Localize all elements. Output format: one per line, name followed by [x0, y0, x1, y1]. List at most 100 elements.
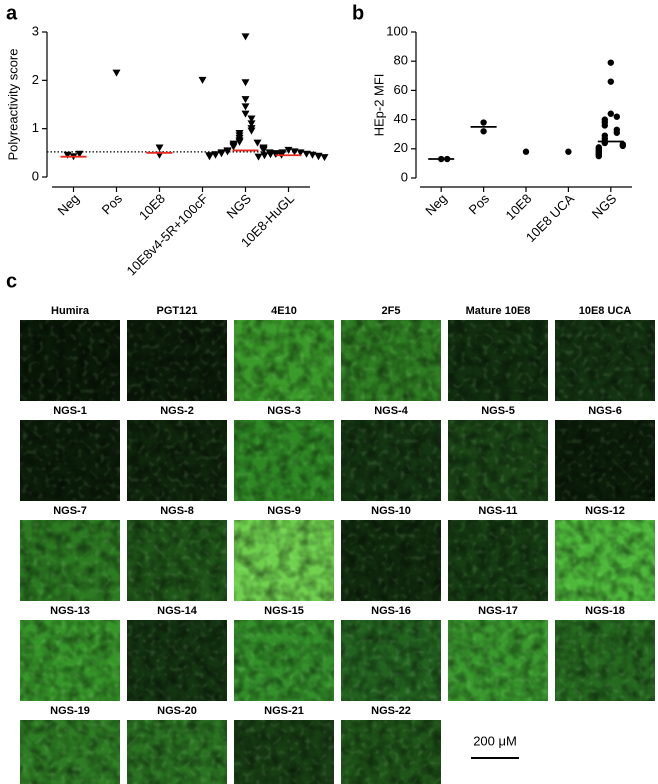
micrograph-highlights: [341, 520, 441, 601]
image-title: NGS-8: [160, 505, 194, 517]
micrograph-highlights: [127, 620, 227, 701]
image-title: NGS-12: [585, 505, 625, 517]
x-tick-label: Pos: [99, 191, 126, 218]
panel-label: a: [6, 2, 18, 24]
image-title: 10E8 UCA: [579, 305, 632, 317]
micrograph-highlights: [20, 720, 120, 784]
image-title: 2F5: [382, 305, 401, 317]
data-point: [155, 144, 164, 152]
data-point: [314, 153, 323, 161]
data-point: [613, 113, 620, 120]
data-point: [613, 129, 620, 136]
x-tick-label: 10E8: [502, 191, 534, 223]
data-point: [75, 150, 84, 158]
image-title: 4E10: [271, 305, 297, 317]
y-tick-label: 3: [32, 23, 39, 38]
micrograph-highlights: [555, 420, 655, 501]
y-tick-label: 80: [394, 53, 408, 68]
image-title: NGS-15: [264, 605, 304, 617]
data-point: [601, 122, 608, 129]
image-title: NGS-21: [264, 705, 304, 717]
micrograph-highlights: [448, 620, 548, 701]
micrograph-highlights: [341, 420, 441, 501]
y-tick-label: 100: [386, 23, 408, 38]
data-point: [247, 115, 256, 123]
y-axis-label: HEp-2 MFI: [371, 74, 386, 137]
data-point: [205, 153, 214, 161]
micrograph-highlights: [341, 320, 441, 401]
data-point: [619, 142, 626, 150]
x-tick-label: Neg: [55, 191, 82, 218]
data-point: [241, 96, 250, 104]
image-title: NGS-19: [50, 705, 90, 717]
image-title: NGS-22: [371, 705, 411, 717]
image-title: NGS-16: [371, 605, 411, 617]
x-tick-label: Neg: [422, 191, 449, 218]
data-point: [254, 153, 263, 161]
data-point: [235, 138, 244, 146]
micrograph-highlights: [20, 620, 120, 701]
micrograph-highlights: [20, 520, 120, 601]
data-point: [217, 150, 226, 158]
data-point: [278, 149, 287, 157]
data-point: [223, 148, 232, 156]
micrograph-highlights: [234, 520, 334, 601]
image-title: PGT121: [157, 305, 198, 317]
data-point: [302, 150, 311, 158]
data-point: [229, 143, 238, 151]
micrograph-highlights: [127, 720, 227, 784]
data-point: [241, 33, 250, 41]
image-title: NGS-14: [157, 605, 198, 617]
x-tick-label: 10E8v4-5R+100cF: [124, 191, 212, 279]
data-point: [565, 148, 572, 155]
data-point: [290, 148, 299, 156]
image-title: NGS-2: [160, 405, 194, 417]
data-point: [308, 151, 317, 159]
data-point: [260, 152, 269, 160]
y-tick-label: 60: [394, 82, 408, 97]
image-title: NGS-4: [374, 405, 409, 417]
image-title: NGS-11: [478, 505, 517, 517]
x-tick-label: NGS: [589, 191, 620, 222]
data-point: [607, 78, 614, 85]
data-point: [272, 150, 281, 158]
micrograph-highlights: [234, 420, 334, 501]
micrograph-highlights: [127, 320, 227, 401]
data-point: [241, 103, 250, 111]
data-point: [607, 59, 614, 66]
data-point: [259, 146, 268, 154]
y-tick-label: 1: [32, 120, 39, 135]
data-point: [247, 120, 256, 128]
x-tick-label: NGS: [224, 191, 255, 222]
data-point: [112, 69, 121, 77]
data-point: [284, 146, 293, 154]
data-point: [266, 151, 275, 159]
image-title: NGS-17: [478, 605, 518, 617]
data-point: [480, 119, 487, 126]
image-title: NGS-5: [481, 405, 515, 417]
micrograph-highlights: [341, 620, 441, 701]
y-tick-label: 0: [32, 168, 39, 183]
y-tick-label: 2: [32, 72, 39, 87]
image-title: NGS-10: [371, 505, 411, 517]
image-title: NGS-9: [267, 505, 301, 517]
micrograph-highlights: [20, 320, 120, 401]
y-tick-label: 40: [394, 111, 408, 126]
x-tick-label: 10E8: [136, 191, 168, 223]
data-point: [296, 149, 305, 157]
data-point: [253, 139, 262, 147]
data-point: [480, 128, 487, 135]
micrograph-highlights: [234, 720, 334, 784]
x-tick-label: Pos: [466, 191, 493, 218]
data-point: [63, 151, 72, 159]
micrograph-highlights: [20, 420, 120, 501]
scale-bar-label: 200 μM: [473, 733, 517, 748]
image-title: NGS-1: [53, 405, 87, 417]
y-tick-label: 0: [401, 169, 408, 184]
micrograph-highlights: [448, 420, 548, 501]
data-point: [241, 79, 250, 87]
micrograph-highlights: [341, 720, 441, 784]
micrograph-highlights: [555, 620, 655, 701]
